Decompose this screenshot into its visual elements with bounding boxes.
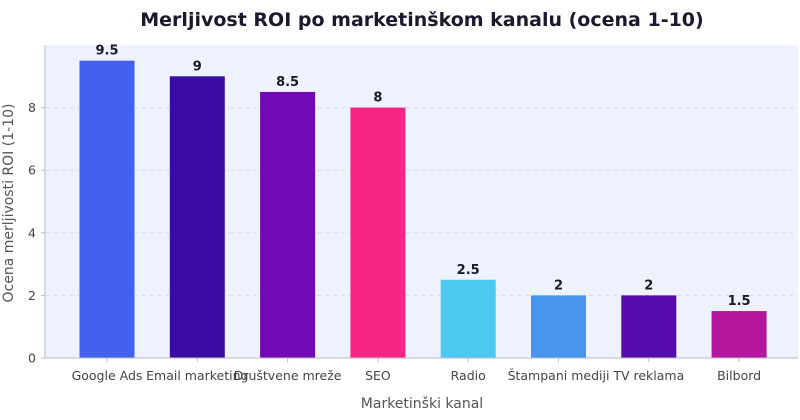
bar xyxy=(350,107,406,358)
bar xyxy=(531,295,586,358)
data-label: 2 xyxy=(554,278,563,293)
y-tick-label: 2 xyxy=(28,288,36,303)
x-tick-label: Štampani mediji xyxy=(508,368,610,383)
plot-background xyxy=(45,45,798,358)
x-tick-label: TV reklama xyxy=(612,368,684,383)
data-label: 9.5 xyxy=(95,44,118,59)
x-tick-label: SEO xyxy=(365,368,391,383)
y-tick-label: 0 xyxy=(28,351,36,366)
x-tick-label: Google Ads xyxy=(72,368,143,383)
bars xyxy=(79,60,767,359)
y-ticks: 0 2 4 6 8 xyxy=(28,100,45,366)
bar xyxy=(79,60,135,359)
bar xyxy=(621,295,677,358)
x-tick-label: Društvene mreže xyxy=(234,368,342,383)
x-tick-label: Radio xyxy=(451,368,486,383)
y-axis-label: Ocena merljivosti ROI (1-10) xyxy=(1,104,17,303)
bar xyxy=(169,76,225,359)
bar xyxy=(260,91,316,358)
data-label: 2 xyxy=(644,278,653,293)
chart-title: Merljivost ROI po marketinškom kanalu (o… xyxy=(140,9,703,31)
data-label: 9 xyxy=(193,59,202,74)
y-tick-label: 4 xyxy=(28,225,36,240)
x-tick-label: Bilbord xyxy=(717,368,761,383)
data-labels: 9.5 9 8.5 8 2.5 2 2 1.5 xyxy=(95,44,750,309)
bar xyxy=(711,311,767,358)
data-label: 8 xyxy=(373,91,382,106)
x-tick-label: Email marketing xyxy=(146,368,248,383)
data-label: 1.5 xyxy=(728,294,751,309)
bar xyxy=(440,279,496,358)
data-label: 2.5 xyxy=(457,263,480,278)
y-tick-label: 8 xyxy=(28,100,36,115)
y-tick-label: 6 xyxy=(28,163,36,178)
data-label: 8.5 xyxy=(276,75,299,90)
x-axis-label: Marketinški kanal xyxy=(361,396,483,412)
